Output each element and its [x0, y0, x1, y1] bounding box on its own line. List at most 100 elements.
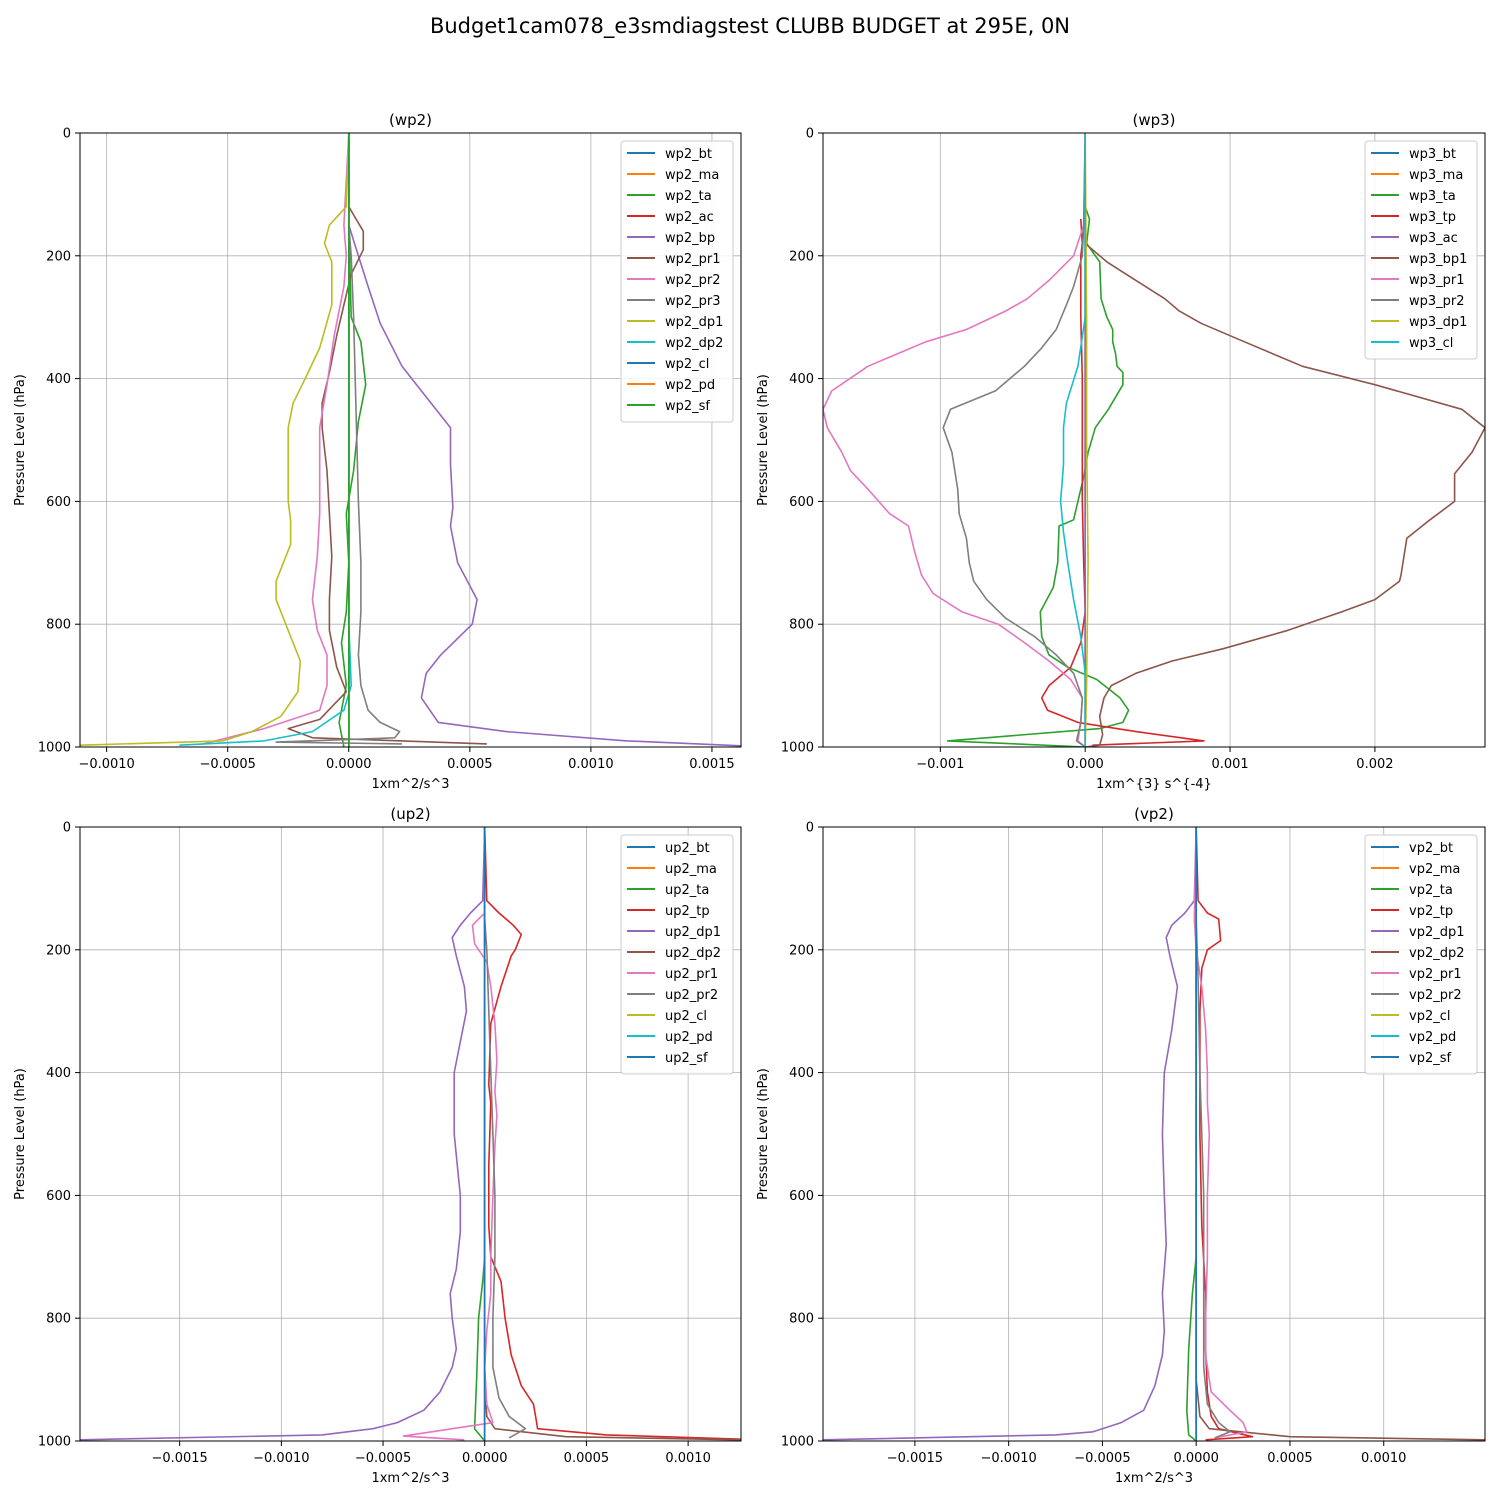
y-tick-label: 600 [789, 495, 814, 510]
series-line-vp2_pr2 [1195, 827, 1231, 1439]
y-tick-label: 400 [46, 372, 71, 387]
legend-label: wp3_bp1 [1409, 252, 1467, 267]
y-tick-label: 800 [46, 618, 71, 633]
legend-label: wp2_dp2 [665, 336, 723, 351]
legend-label: wp2_dp1 [665, 315, 723, 330]
x-tick-label: 0.0005 [447, 757, 493, 772]
series-line-wp3_cl [1059, 133, 1086, 747]
x-tick-label: −0.0005 [1074, 1451, 1130, 1466]
x-axis-label: 1xm^{3} s^{-4} [1096, 777, 1212, 792]
series-line-wp3_dp1 [1084, 133, 1089, 747]
x-tick-label: 0.002 [1356, 757, 1393, 772]
series-line-up2_pr1 [402, 827, 498, 1441]
legend-label: up2_pd [665, 1030, 713, 1045]
series-line-wp2_pr2 [203, 133, 350, 745]
y-axis-label: Pressure Level (hPa) [756, 1068, 771, 1200]
legend-label: vp2_dp2 [1409, 946, 1465, 961]
series-line-up2_tp [483, 827, 741, 1440]
x-tick-label: −0.001 [916, 757, 964, 772]
legend-label: wp3_bt [1409, 147, 1456, 162]
legend-label: vp2_dp1 [1409, 925, 1465, 940]
chart-panel-2: −0.001 0.000 0.001 0.002 0 200 400 600 800 1000 (w… [756, 111, 1486, 792]
legend-label: wp2_pr1 [665, 252, 721, 267]
legend-label: vp2_cl [1409, 1009, 1450, 1024]
x-tick-label: −0.0010 [78, 757, 134, 772]
legend: vp2_bt vp2_ma vp2_ta vp2_tp vp2_dp1 vp2_dp2vp… [1364, 834, 1478, 1075]
x-axis-label: 1xm^2/s^3 [371, 777, 449, 792]
chart-title: (vp2) [1134, 805, 1174, 823]
x-tick-label: 0.000 [1067, 757, 1104, 772]
y-axis-label: Pressure Level (hPa) [756, 374, 771, 506]
legend: wp2_bt wp2_ma wp2_ta wp2_ac wp2_bp wp2_pr1 wp2… [620, 140, 734, 423]
y-tick-label: 0 [63, 127, 71, 142]
legend-label: wp3_pr2 [1409, 294, 1465, 309]
y-tick-label: 400 [46, 1066, 71, 1081]
chart-title: (wp2) [389, 111, 432, 129]
legend-label: wp2_cl [665, 357, 709, 372]
legend-label: up2_bt [665, 841, 710, 856]
series-line-wp3_pr1 [823, 133, 1086, 747]
legend-label: wp3_cl [1409, 336, 1453, 351]
x-axis-label: 1xm^2/s^3 [1115, 1471, 1193, 1486]
x-tick-label: 0.0010 [665, 1451, 711, 1466]
legend-label: wp2_bt [665, 147, 712, 162]
legend-label: wp3_ma [1409, 168, 1463, 183]
y-tick-label: 800 [789, 618, 814, 633]
legend-label: vp2_sf [1409, 1051, 1451, 1066]
x-tick-label: −0.0015 [151, 1451, 207, 1466]
legend-label: wp3_dp1 [1409, 315, 1467, 330]
x-tick-label: −0.0005 [200, 757, 256, 772]
legend-label: vp2_ma [1409, 862, 1460, 877]
chart-panel-1: −0.0010 −0.0005 0.0000 0.0005 0.0010 0.0015 0 2… [13, 111, 742, 792]
x-tick-label: −0.0015 [887, 1451, 943, 1466]
x-tick-label: −0.0010 [980, 1451, 1036, 1466]
y-tick-label: 800 [46, 1312, 71, 1327]
y-tick-label: 200 [789, 249, 814, 264]
x-axis-label: 1xm^2/s^3 [371, 1471, 449, 1486]
y-tick-label: 600 [46, 1189, 71, 1204]
legend-label: wp2_pr2 [665, 273, 721, 288]
y-tick-label: 400 [789, 372, 814, 387]
series-line-vp2_dp1 [823, 827, 1197, 1441]
legend-label: wp2_pd [665, 378, 715, 393]
legend: wp3_bt wp3_ma wp3_ta wp3_tp wp3_ac wp3_bp1 wp3… [1364, 140, 1478, 360]
y-tick-label: 400 [789, 1066, 814, 1081]
legend-label: up2_ta [665, 883, 709, 898]
y-axis-label: Pressure Level (hPa) [13, 374, 28, 506]
series-line-up2_dp1 [80, 827, 486, 1441]
legend-label: wp2_ta [665, 189, 712, 204]
chart-panel-3: −0.0015 −0.0010 −0.0005 0.0000 0.0005 0.0010 0… [13, 805, 742, 1486]
y-tick-label: 1000 [38, 741, 71, 756]
series-line-vp2_pr1 [1193, 827, 1248, 1439]
legend-label: wp3_tp [1409, 210, 1456, 225]
chart-title: (wp3) [1132, 111, 1175, 129]
x-tick-label: 0.0015 [689, 757, 735, 772]
series-line-wp2_ta [338, 133, 367, 747]
legend-label: wp2_sf [665, 399, 710, 414]
y-axis-label: Pressure Level (hPa) [13, 1068, 28, 1200]
series-line-wp3_ta [946, 133, 1130, 747]
x-tick-label: 0.0000 [462, 1451, 508, 1466]
series-group [80, 133, 741, 747]
legend-box [620, 140, 734, 423]
x-tick-label: 0.001 [1211, 757, 1248, 772]
legend-label: wp2_bp [665, 231, 715, 246]
chart-panel-4: −0.0015 −0.0010 −0.0005 0.0000 0.0005 0.0010 0… [756, 805, 1486, 1486]
chart-title: (up2) [390, 805, 430, 823]
legend-label: vp2_ta [1409, 883, 1453, 898]
x-tick-label: 0.0005 [1267, 1451, 1313, 1466]
y-tick-label: 200 [46, 943, 71, 958]
series-line-wp2_bp [347, 133, 741, 747]
y-tick-label: 1000 [38, 1435, 71, 1450]
legend-label: wp3_ta [1409, 189, 1456, 204]
legend-label: vp2_pd [1409, 1030, 1456, 1045]
y-tick-label: 200 [789, 943, 814, 958]
legend-label: wp3_ac [1409, 231, 1458, 246]
x-tick-label: 0.0010 [1361, 1451, 1407, 1466]
legend-label: wp3_pr1 [1409, 273, 1465, 288]
x-tick-label: 0.0000 [326, 757, 372, 772]
legend-label: wp2_pr3 [665, 294, 721, 309]
series-group [80, 827, 741, 1441]
legend: up2_bt up2_ma up2_ta up2_tp up2_dp1 up2_dp2up… [620, 834, 734, 1075]
